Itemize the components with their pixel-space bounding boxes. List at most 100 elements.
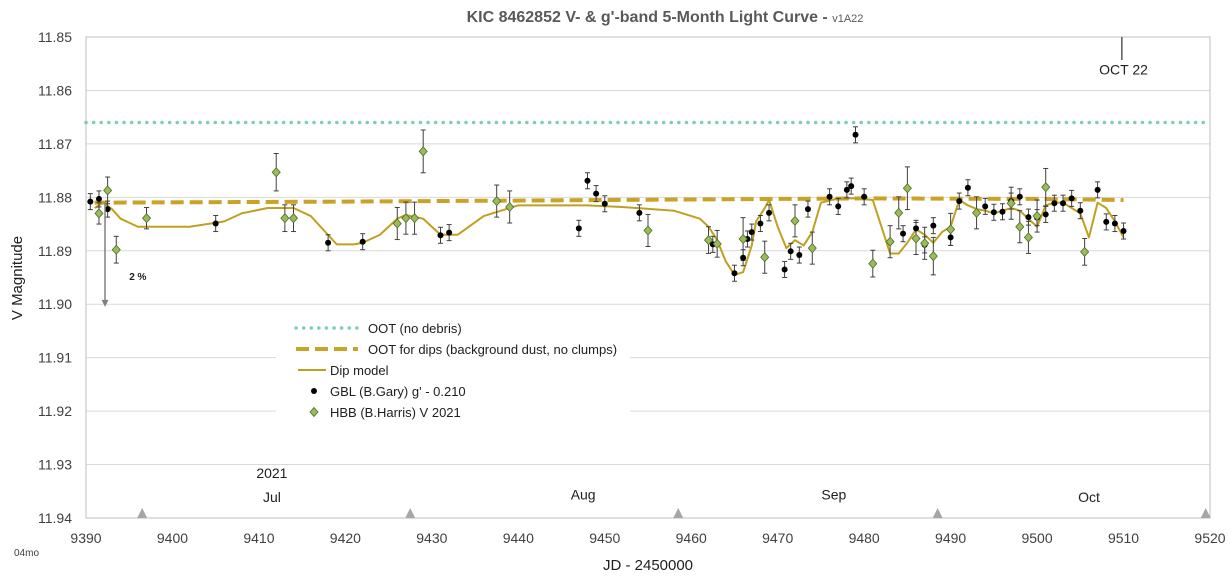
legend-swatch-gbl (311, 388, 317, 394)
hbb-data-point (894, 207, 904, 218)
hbb-data-point (410, 213, 420, 224)
x-tick-label: 9520 (1194, 530, 1225, 546)
legend-swatch-hbb (309, 406, 319, 418)
hbb-data-point (418, 146, 428, 157)
hbb-data-point (103, 185, 113, 196)
hbb-data-point (807, 243, 817, 254)
gbl-data-point (900, 230, 907, 237)
hbb-data-point (1041, 182, 1051, 193)
chart-title: KIC 8462852 V- & g'-band 5-Month Light C… (467, 9, 864, 26)
y-tick-label: 11.92 (38, 403, 72, 419)
gbl-data-point (740, 254, 747, 261)
hbb-data-point (972, 207, 982, 218)
x-tick-label: 9440 (503, 530, 534, 546)
y-tick-label: 11.90 (38, 296, 72, 312)
gbl-data-point (584, 177, 591, 184)
gbl-data-point (766, 209, 773, 216)
hbb-data-point (1023, 232, 1033, 243)
annotations: OCT 22 2 % (101, 37, 1148, 307)
gbl-data-point (826, 193, 833, 200)
gbl-data-point (104, 206, 111, 213)
gbl-data-point (325, 239, 332, 246)
gbl-data-point (1042, 211, 1049, 218)
gbl-data-point (781, 266, 788, 273)
gbl-data-point (95, 195, 102, 202)
x-tick-label: 9420 (330, 530, 361, 546)
gbl-data-point (87, 198, 94, 205)
month-marker-triangle (673, 508, 684, 518)
month-label: 2021 (256, 465, 287, 481)
gbl-data-point (212, 220, 219, 227)
x-tick-label: 9410 (243, 530, 274, 546)
gbl-data-point (593, 190, 600, 197)
month-marker-triangle (932, 508, 943, 518)
hbb-data-point (790, 215, 800, 226)
gbl-data-point (359, 238, 366, 245)
hbb-data-point (280, 213, 290, 224)
gbl-data-point (748, 229, 755, 236)
month-label: Sep (821, 486, 846, 502)
x-axis-label: JD - 2450000 (603, 557, 693, 574)
hbb-data-point (401, 213, 411, 224)
gbl-data-point (757, 220, 764, 227)
hbb-data-point (1015, 221, 1025, 232)
x-tick-label: 9430 (416, 530, 447, 546)
legend-box (276, 312, 630, 428)
y-tick-label: 11.88 (38, 189, 72, 205)
gbl-data-point (1051, 200, 1058, 207)
hbb-data-point (111, 244, 121, 255)
gbl-data-point (601, 200, 608, 207)
month-markers (137, 508, 1211, 518)
y-tick-label: 11.94 (38, 510, 72, 526)
gbl-data-point (852, 131, 859, 138)
legend-entry-label: OOT for dips (background dust, no clumps… (368, 342, 617, 357)
gbl-data-point (913, 225, 920, 232)
legend-entry-label: Dip model (330, 363, 389, 378)
hbb-data-point (288, 213, 299, 224)
plot-area-border (85, 36, 1211, 519)
gbl-data-point (835, 203, 842, 210)
x-tick-label: 9470 (762, 530, 793, 546)
gbl-data-point (999, 208, 1006, 215)
hbb-data-point (492, 195, 502, 207)
gbl-data-point (787, 248, 794, 255)
hbb-data-point (94, 208, 104, 219)
hbb-data-point (920, 238, 930, 249)
y-tick-label: 11.86 (38, 82, 72, 98)
hbb-data-point (911, 233, 921, 244)
gbl-data-point (982, 203, 989, 210)
x-tick-label: 9390 (70, 530, 101, 546)
two-percent-label: 2 % (129, 272, 146, 283)
hbb-data-point (712, 238, 722, 249)
hbb-data-point (928, 251, 938, 262)
corner-label: 04mo (14, 548, 39, 559)
hbb-data-point (271, 167, 281, 178)
hbb-data-point (505, 201, 515, 213)
gbl-data-point (947, 234, 954, 241)
series-line-dip-model (94, 197, 1125, 276)
month-marker-triangle (1200, 508, 1211, 518)
gbl-data-point (1094, 186, 1101, 193)
hbb-data-point (1080, 246, 1090, 257)
hbb-data-point (902, 183, 912, 194)
y-tick-label: 11.85 (38, 29, 72, 45)
chart-title-version: v1A22 (832, 13, 863, 25)
gbl-data-point (446, 229, 453, 236)
y-tick-label: 11.93 (38, 457, 72, 473)
hbb-data-point (141, 213, 152, 224)
gbl-data-point (575, 225, 582, 232)
legend: OOT (no debris) OOT for dips (background … (276, 312, 630, 428)
gbl-data-point (848, 183, 855, 190)
data-points (87, 131, 1127, 277)
y-gridlines (86, 89, 1210, 466)
gbl-data-point (1060, 200, 1067, 207)
month-marker-triangle (405, 508, 416, 518)
gbl-data-point (437, 232, 444, 239)
gbl-data-point (1077, 207, 1084, 214)
series-line-oot-dips (94, 196, 1124, 205)
y-tick-label: 11.87 (38, 136, 72, 152)
hbb-data-point (392, 218, 402, 229)
hbb-data-point (946, 224, 956, 235)
gbl-data-point (731, 270, 738, 277)
